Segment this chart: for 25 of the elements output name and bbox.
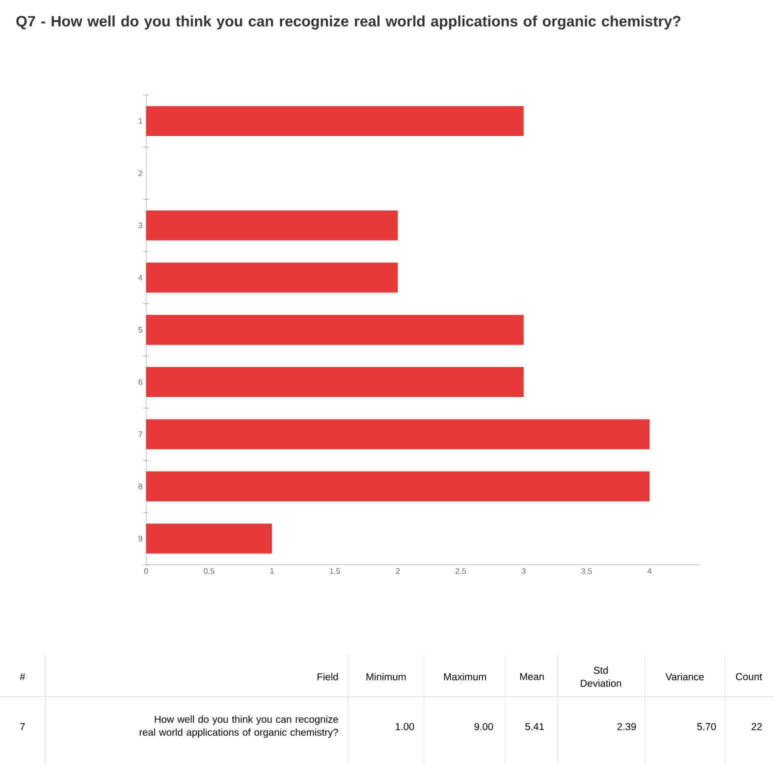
text: Std Deviation xyxy=(580,666,622,687)
text: How well do you think you can recognize real world applications of organic chemistry? xyxy=(140,716,338,738)
bar xyxy=(146,314,524,345)
text: 9.00 xyxy=(474,723,494,730)
bar xyxy=(146,524,272,554)
text: 5.70 xyxy=(697,723,716,730)
text: 2.39 xyxy=(617,723,636,730)
text: Count xyxy=(736,673,762,680)
bar xyxy=(146,210,398,241)
text: Minimum xyxy=(366,673,406,680)
bar xyxy=(146,472,650,502)
bar xyxy=(146,419,650,450)
text: Maximum xyxy=(444,673,486,680)
text: 7 xyxy=(20,723,25,730)
text: 5.41 xyxy=(525,723,544,730)
text: Field xyxy=(318,673,338,680)
text: Variance xyxy=(666,673,704,680)
text: 1.00 xyxy=(396,723,414,730)
text: Mean xyxy=(520,673,544,680)
bar xyxy=(146,106,524,136)
text: # xyxy=(20,673,26,680)
chart-title: Q7 - How well do you think you can recognize real world applications of organic chemistry? xyxy=(16,16,680,30)
bar xyxy=(146,262,398,293)
bar xyxy=(146,367,524,398)
text: 22 xyxy=(752,723,762,730)
